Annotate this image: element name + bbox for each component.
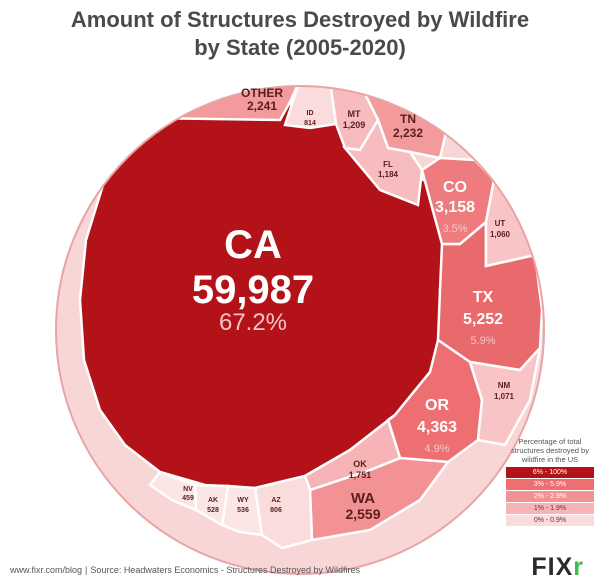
footer-url[interactable]: www.fixr.com/blog [10, 565, 83, 575]
label-nm-value: 1,071 [494, 392, 515, 401]
cell-nv [148, 470, 198, 512]
fixr-logo[interactable]: FIXr [531, 553, 584, 582]
cell-ok [303, 413, 402, 492]
label-nm-name: NM [498, 381, 511, 390]
label-mt-value: 1,209 [343, 120, 366, 130]
chart-title: Amount of Structures Destroyed by Wildfi… [0, 6, 600, 62]
label-tx-value: 5,252 [463, 311, 503, 328]
label-tx-percent: 5.9% [470, 335, 495, 347]
label-ca-value: 59,987 [192, 268, 314, 312]
label-ak-value: 528 [207, 507, 219, 514]
label-or-value: 4,363 [417, 419, 457, 436]
logo-accent: r [573, 553, 584, 581]
label-or-percent: 4.9% [424, 443, 449, 455]
label-ut-name: UT [495, 219, 506, 228]
label-co-name: CO [443, 179, 467, 196]
label-wa-name: WA [351, 490, 375, 507]
legend-item-4: 1% - 1.9% [506, 503, 594, 514]
label-co-percent: 3.5% [442, 223, 467, 235]
label-tn-name: TN [400, 112, 416, 126]
footer-source: Source: Headwaters Economics - Structure… [90, 565, 360, 575]
label-ak-name: AK [208, 497, 218, 504]
cell-nm [468, 343, 543, 447]
label-ok-value: 1,751 [349, 470, 372, 480]
label-mt-name: MT [348, 109, 361, 119]
chart-title-line2: by State (2005-2020) [194, 35, 406, 60]
legend-item-2: 3% - 5.9% [506, 479, 594, 490]
cell-az [253, 474, 314, 550]
chart-outline [55, 85, 545, 575]
cells [56, 86, 544, 574]
cell-fl [341, 117, 424, 207]
label-nv-name: NV [183, 486, 193, 493]
label-ca-percent: 67.2% [219, 309, 287, 336]
label-id-name: ID [307, 110, 314, 117]
label-wy-name: WY [237, 497, 249, 504]
label-az-name: AZ [271, 497, 281, 504]
label-tn-value: 2,232 [393, 126, 423, 140]
legend-item-1: 6% - 100% [506, 467, 594, 478]
label-ok-name: OK [353, 459, 367, 469]
legend: Percentage of total structures destroyed… [506, 437, 594, 527]
label-nv-value: 459 [182, 495, 194, 502]
label-wa-value: 2,559 [345, 506, 380, 522]
label-ut-value: 1,060 [490, 230, 511, 239]
logo-main: FIX [531, 553, 574, 581]
label-or-name: OR [425, 397, 449, 414]
label-ca-name: CA [224, 223, 282, 267]
label-wy-value: 536 [237, 507, 249, 514]
label-co-value: 3,158 [435, 199, 475, 216]
label-az-value: 806 [270, 507, 282, 514]
legend-item-3: 2% - 2.9% [506, 491, 594, 502]
label-tx-name: TX [473, 289, 494, 306]
label-fl-value: 1,184 [378, 170, 399, 179]
footer-separator: | [85, 565, 88, 575]
label-fl-name: FL [383, 160, 393, 169]
chart-title-line1: Amount of Structures Destroyed by Wildfi… [70, 7, 530, 32]
label-other-value: 2,241 [247, 99, 277, 113]
label-other-name: OTHER [241, 86, 283, 100]
footer: www.fixr.com/blog | Source: Headwaters Eco… [10, 565, 360, 575]
legend-item-5: 0% - 0.9% [506, 515, 594, 526]
label-id-value: 814 [304, 120, 316, 127]
legend-title: Percentage of total structures destroyed… [511, 437, 589, 464]
cell-id [283, 86, 338, 130]
